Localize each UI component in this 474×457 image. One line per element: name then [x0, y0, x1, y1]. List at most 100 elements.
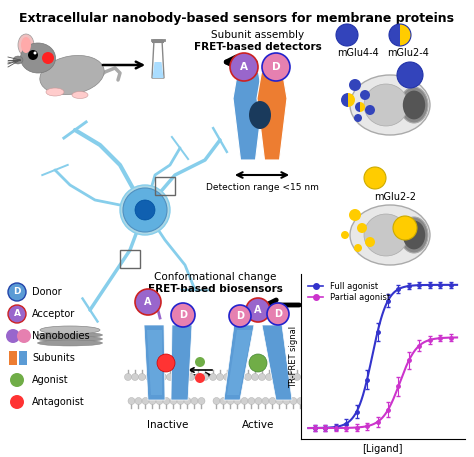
Circle shape	[198, 398, 205, 404]
Circle shape	[8, 305, 26, 323]
Circle shape	[153, 373, 159, 381]
Text: D: D	[13, 287, 21, 297]
Text: Inactive: Inactive	[147, 420, 189, 430]
Circle shape	[171, 303, 195, 327]
Circle shape	[156, 398, 163, 404]
Text: Antagonist: Antagonist	[32, 397, 85, 407]
Circle shape	[224, 373, 230, 381]
Ellipse shape	[21, 37, 31, 53]
Circle shape	[135, 289, 161, 315]
Polygon shape	[233, 72, 263, 160]
Text: FRET-based biosensors: FRET-based biosensors	[147, 284, 283, 294]
Circle shape	[142, 398, 149, 404]
Circle shape	[170, 398, 177, 404]
Circle shape	[181, 373, 188, 381]
Circle shape	[220, 398, 227, 404]
Text: A: A	[144, 297, 152, 307]
Circle shape	[157, 354, 175, 372]
Ellipse shape	[400, 87, 428, 123]
Circle shape	[184, 398, 191, 404]
Text: Nanobodies: Nanobodies	[32, 331, 90, 341]
Text: Donor: Donor	[32, 287, 62, 297]
Text: A: A	[13, 309, 20, 319]
Circle shape	[227, 398, 234, 404]
Circle shape	[135, 398, 142, 404]
Text: Subunit assembly: Subunit assembly	[211, 30, 305, 40]
Circle shape	[188, 373, 194, 381]
Text: Active: Active	[242, 420, 274, 430]
Ellipse shape	[403, 90, 425, 119]
Circle shape	[120, 185, 170, 235]
Text: FRET-based detectors: FRET-based detectors	[194, 42, 322, 52]
Circle shape	[357, 223, 367, 233]
Circle shape	[195, 373, 205, 383]
Circle shape	[365, 237, 375, 247]
Text: Subunits: Subunits	[32, 353, 75, 363]
Circle shape	[125, 373, 131, 381]
Ellipse shape	[20, 43, 55, 73]
Polygon shape	[257, 72, 287, 160]
Ellipse shape	[40, 55, 104, 95]
Circle shape	[276, 398, 283, 404]
Y-axis label: TR-FRET signal: TR-FRET signal	[289, 325, 298, 388]
Circle shape	[267, 303, 289, 325]
Circle shape	[149, 398, 156, 404]
Ellipse shape	[350, 75, 430, 135]
Text: D: D	[274, 309, 282, 319]
Ellipse shape	[364, 214, 408, 256]
Ellipse shape	[72, 91, 88, 99]
Circle shape	[163, 398, 170, 404]
Circle shape	[248, 398, 255, 404]
Ellipse shape	[37, 332, 102, 338]
Text: mGlu4-4: mGlu4-4	[337, 48, 379, 58]
Circle shape	[234, 398, 241, 404]
Text: A: A	[240, 62, 248, 72]
Text: Conformational change: Conformational change	[154, 272, 276, 282]
Text: Agonist: Agonist	[32, 375, 69, 385]
Circle shape	[28, 50, 38, 60]
Circle shape	[364, 167, 386, 189]
Text: A: A	[254, 305, 262, 315]
Circle shape	[217, 373, 224, 381]
Polygon shape	[262, 325, 292, 400]
Circle shape	[230, 53, 258, 81]
Circle shape	[135, 200, 155, 220]
Polygon shape	[19, 351, 27, 365]
Circle shape	[336, 24, 358, 46]
Text: D: D	[179, 310, 187, 320]
Wedge shape	[400, 24, 411, 46]
Wedge shape	[355, 102, 360, 112]
Circle shape	[166, 373, 173, 381]
Circle shape	[297, 398, 304, 404]
Legend: Full agonist, Partial agonist: Full agonist, Partial agonist	[305, 278, 393, 306]
Circle shape	[255, 398, 262, 404]
Bar	[155, 177, 175, 195]
Ellipse shape	[40, 326, 100, 334]
Circle shape	[249, 354, 267, 372]
X-axis label: [Ligand]: [Ligand]	[363, 444, 403, 454]
Circle shape	[230, 373, 237, 381]
Text: Acceptor: Acceptor	[32, 309, 75, 319]
Polygon shape	[147, 330, 162, 395]
Circle shape	[252, 373, 258, 381]
Circle shape	[290, 398, 297, 404]
Polygon shape	[171, 325, 192, 400]
Circle shape	[393, 216, 417, 240]
Circle shape	[123, 188, 167, 232]
Circle shape	[237, 373, 245, 381]
Wedge shape	[389, 24, 400, 46]
Circle shape	[195, 357, 205, 367]
Circle shape	[34, 52, 36, 54]
Circle shape	[341, 231, 349, 239]
Polygon shape	[227, 330, 252, 395]
Circle shape	[286, 373, 293, 381]
Polygon shape	[144, 325, 165, 400]
Ellipse shape	[46, 88, 64, 96]
Polygon shape	[9, 351, 17, 365]
Ellipse shape	[403, 221, 425, 250]
Circle shape	[280, 373, 286, 381]
Circle shape	[191, 398, 198, 404]
Circle shape	[146, 373, 153, 381]
Circle shape	[10, 373, 24, 387]
Circle shape	[173, 373, 181, 381]
